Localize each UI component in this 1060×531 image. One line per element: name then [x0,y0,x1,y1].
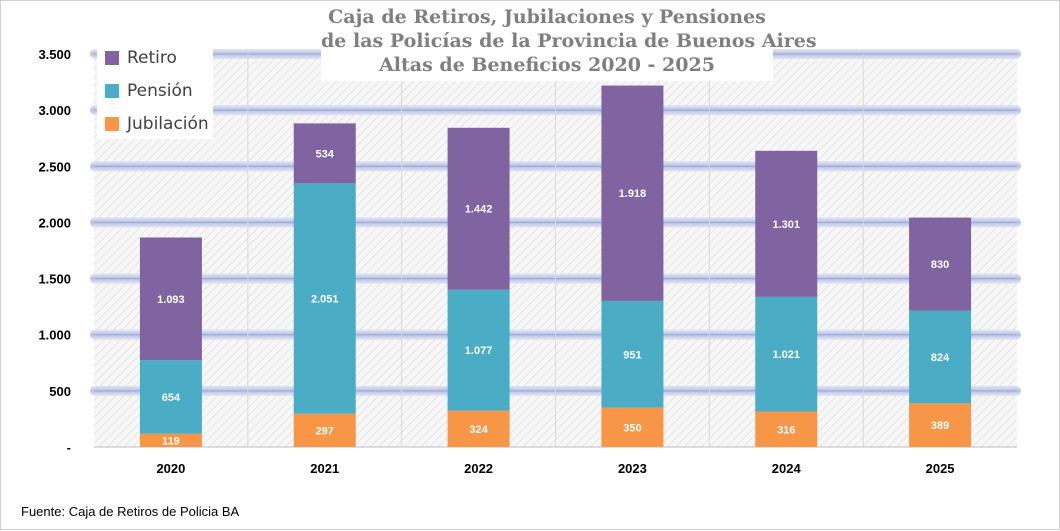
y-tick-label: 2.500 [38,159,71,174]
legend-label-retiro: Retiro [127,48,177,68]
chart-title: Caja de Retiros, Jubilaciones y Pensione… [321,5,817,81]
data-label: 297 [316,425,334,437]
bar-segment [293,183,356,414]
y-tick-label: - [67,440,71,455]
source-note: Fuente: Caja de Retiros de Policia BA [21,504,240,519]
x-tick-label: 2020 [156,461,185,476]
bar-segment [755,411,818,447]
legend-swatch-pension [105,84,119,98]
data-label: 1.301 [772,219,800,231]
chart-title-line-3: Altas de Beneficios 2020 - 2025 [379,54,715,76]
bar-segment [909,310,972,404]
x-tick-label: 2024 [772,461,802,476]
bar-segment [447,289,510,411]
legend-swatch-jubilacion [105,117,119,131]
y-tick-label: 3.000 [38,103,71,118]
data-label: 1.077 [465,345,493,357]
y-tick-label: 500 [49,384,71,399]
data-label: 2.051 [311,294,339,306]
y-tick-label: 1.500 [38,272,71,287]
bar-segment [447,410,510,447]
legend-item-pension: Pensión [105,79,193,103]
legend: Retiro Pensión Jubilación [97,43,213,139]
data-label: 316 [777,424,795,436]
bar-segment [293,123,356,184]
bar-segment [293,413,356,447]
data-label: 951 [623,349,641,361]
bar-segment [909,217,972,311]
y-tick-label: 2.000 [38,215,71,230]
bar-segment [909,403,972,447]
x-tick-label: 2021 [310,461,339,476]
bar-segment [139,360,202,434]
data-label: 1.442 [465,204,493,216]
y-tick-label: 1.000 [38,328,71,343]
data-label: 824 [931,352,950,364]
legend-item-retiro: Retiro [105,46,177,70]
bar-segment [139,237,202,361]
bar-segment [601,407,664,447]
data-label: 1.918 [619,188,647,200]
x-tick-label: 2022 [464,461,493,476]
data-label: 654 [162,392,181,404]
data-label: 389 [931,420,949,432]
bar-segment [755,296,818,412]
legend-label-pension: Pensión [127,81,193,101]
data-label: 830 [931,259,949,271]
data-label: 350 [623,422,641,434]
bar-segment [601,300,664,408]
chart-title-line-1: Caja de Retiros, Jubilaciones y Pensione… [328,6,766,28]
legend-item-jubilacion: Jubilación [105,112,209,136]
bar-segment [139,433,202,447]
legend-swatch-retiro [105,51,119,65]
data-label: 119 [162,435,180,447]
x-tick-label: 2023 [618,461,647,476]
y-tick-label: 3.500 [38,47,71,62]
bar-segment [755,150,818,297]
data-label: 1.093 [157,294,185,306]
x-tick-label: 2025 [926,461,955,476]
bar-segment [601,85,664,301]
data-label: 324 [469,424,488,436]
chart-title-line-2: de las Policías de la Provincia de Bueno… [321,30,817,52]
data-label: 534 [316,148,335,160]
data-label: 1.021 [772,349,800,361]
bar-segment [447,127,510,290]
legend-label-jubilacion: Jubilación [127,114,209,134]
